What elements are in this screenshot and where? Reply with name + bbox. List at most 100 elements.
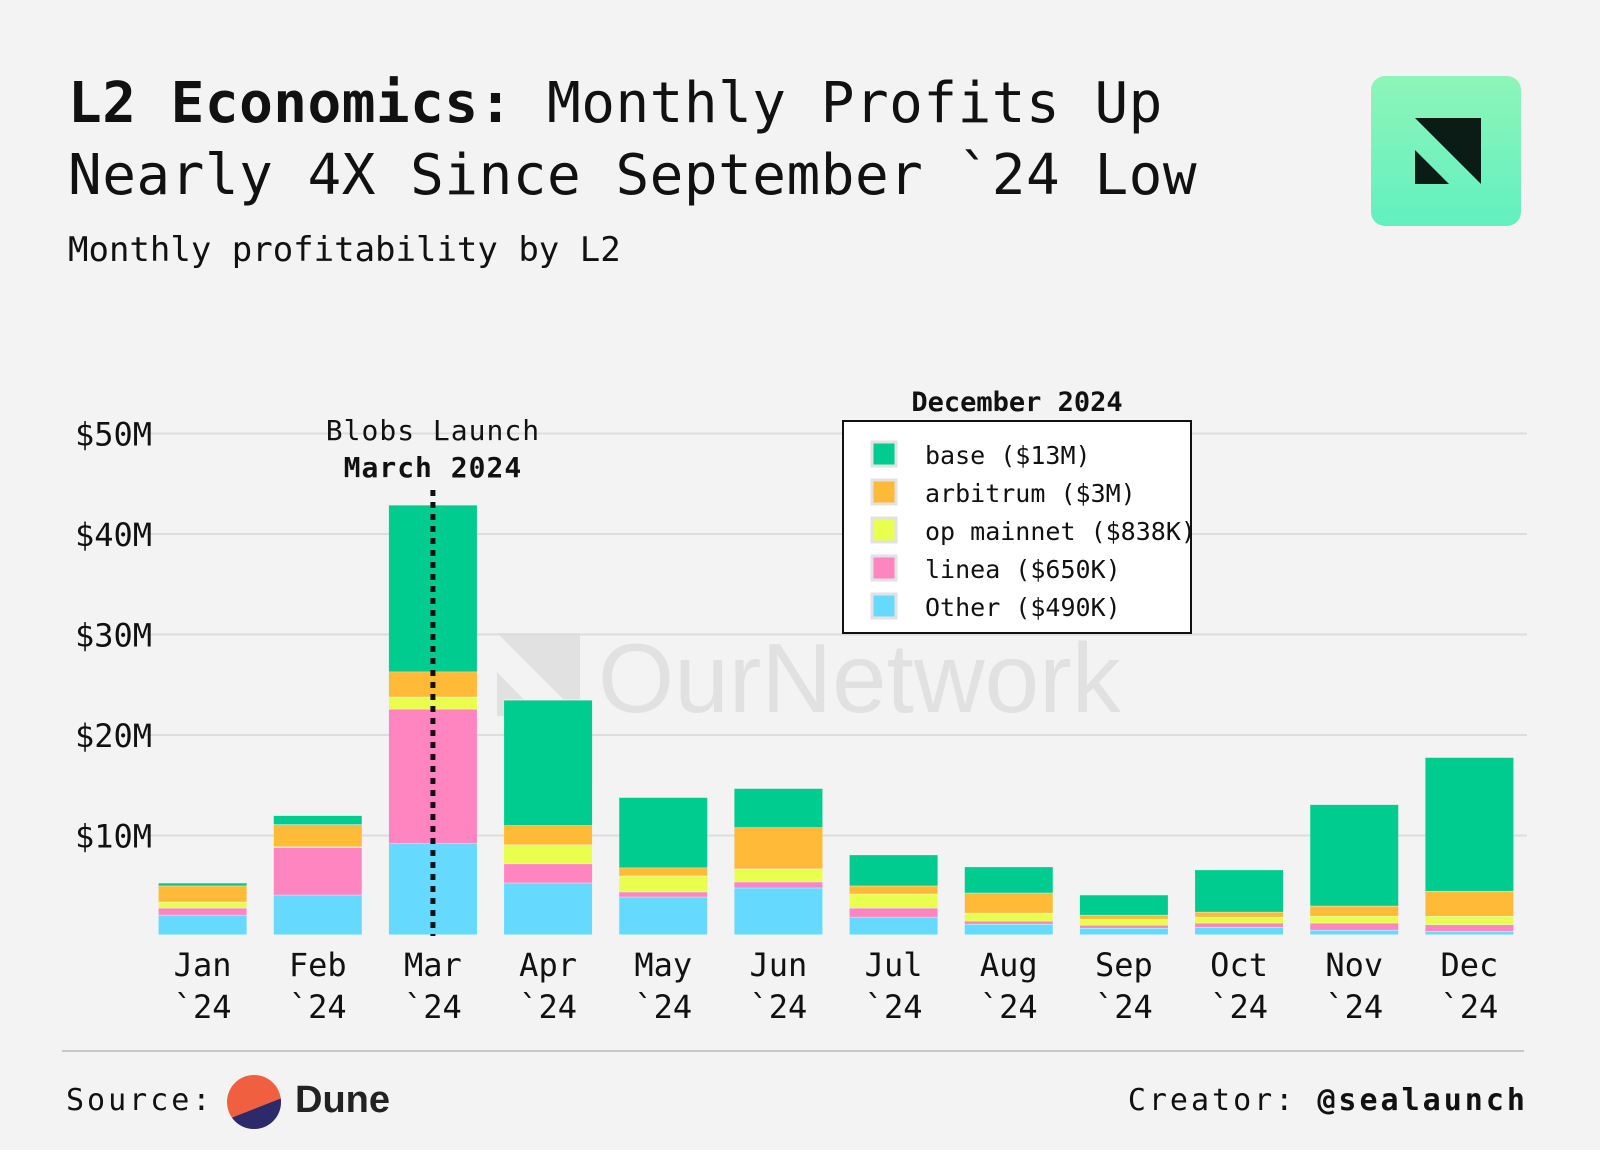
bar-segment-op-mainnet xyxy=(619,875,708,892)
bar-segment-op-mainnet xyxy=(1079,918,1168,925)
x-tick-label-month: Feb xyxy=(289,946,347,984)
x-tick-label-month: Jan xyxy=(174,946,232,984)
x-tick-label-year: `24 xyxy=(404,988,462,1026)
creator-handle: @sealaunch xyxy=(1317,1083,1528,1118)
bar-segment-base xyxy=(1425,757,1514,891)
bar-segment-arbitrum xyxy=(619,867,708,876)
page-title: L2 Economics: Monthly Profits Up Nearly … xyxy=(68,68,1288,212)
bar-segment-arbitrum xyxy=(273,824,362,847)
bar-segment-linea xyxy=(734,881,823,888)
bar-segment-arbitrum xyxy=(1425,890,1514,917)
x-tick-label-month: Aug xyxy=(980,946,1038,984)
bar-segment-base xyxy=(734,788,823,828)
bar-segment-linea xyxy=(849,907,938,917)
bar-segment-other xyxy=(734,887,823,936)
bar-segment-base xyxy=(619,797,708,868)
bar-segment-op-mainnet xyxy=(158,901,247,908)
title-rest: Monthly Profits Up Nearly 4X Since Septe… xyxy=(68,71,1198,208)
ournetwork-logo-icon xyxy=(1371,76,1521,226)
y-tick-label: $30M xyxy=(75,617,152,655)
bar-segment-linea xyxy=(158,907,247,915)
legend-entry-label: op mainnet ($838K) xyxy=(925,517,1196,546)
bar-segment-other xyxy=(273,894,362,936)
legend-swatch xyxy=(870,516,898,544)
legend-swatch xyxy=(870,554,898,582)
bar-segment-base xyxy=(273,815,362,825)
source-label: Source: xyxy=(66,1083,214,1118)
x-tick-label-month: Nov xyxy=(1325,946,1383,984)
bar-segment-op-mainnet xyxy=(734,868,823,882)
bar-segment-other xyxy=(1195,926,1284,936)
bar-segment-arbitrum xyxy=(504,825,593,845)
legend-box xyxy=(842,420,1192,634)
bar-segment-arbitrum xyxy=(734,827,823,869)
x-tick-label-year: `24 xyxy=(1095,988,1153,1026)
stacked-bar-chart: OurNetwork $10M $20M $30M $40M $50M Jan `24 Feb `… xyxy=(75,387,1527,1026)
x-tick-label-year: `24 xyxy=(1441,988,1499,1026)
legend-entry-label: arbitrum ($3M) xyxy=(925,479,1136,508)
bar-segment-op-mainnet xyxy=(849,893,938,908)
bar-segment-arbitrum xyxy=(1079,914,1168,919)
bar-segment-arbitrum xyxy=(1310,905,1399,916)
legend-entry-label: linea ($650K) xyxy=(925,555,1121,584)
annotation-label-event: Blobs Launch xyxy=(326,414,540,447)
legend-swatch xyxy=(870,440,898,468)
bar-segment-other xyxy=(1310,929,1399,936)
legend-entry-label: base ($13M) xyxy=(925,441,1091,470)
dune-logo-icon xyxy=(227,1075,281,1129)
x-tick-label-year: `24 xyxy=(750,988,808,1026)
bar-segment-base xyxy=(1195,869,1284,912)
source-name: Dune xyxy=(295,1079,390,1121)
bar-segment-op-mainnet xyxy=(1425,916,1514,925)
bar-segment-op-mainnet xyxy=(1195,916,1284,923)
bar-segment-base xyxy=(964,866,1053,893)
bar-segment-linea xyxy=(1079,924,1168,928)
legend-swatch xyxy=(870,592,898,620)
x-tick-label-month: Mar xyxy=(404,946,462,984)
x-tick-label-year: `24 xyxy=(289,988,347,1026)
bar-segment-op-mainnet xyxy=(273,846,362,848)
bar-segment-other xyxy=(1079,927,1168,936)
bar-segment-linea xyxy=(273,847,362,895)
bar-segment-linea xyxy=(1310,922,1399,930)
bar-segment-other xyxy=(158,914,247,936)
x-tick-label-month: Jul xyxy=(865,946,923,984)
x-tick-label-month: Sep xyxy=(1095,946,1153,984)
bar-segment-op-mainnet xyxy=(1310,915,1399,923)
x-tick-label-month: Apr xyxy=(519,946,577,984)
annotation-label-date: March 2024 xyxy=(344,451,523,484)
legend-title: December 2024 xyxy=(911,387,1122,418)
x-tick-label-month: Jun xyxy=(750,946,808,984)
bar-segment-other xyxy=(964,923,1053,936)
watermark-text: OurNetwork xyxy=(598,623,1122,733)
bar-segment-linea xyxy=(1425,924,1514,932)
bar-segment-base xyxy=(1310,804,1399,906)
footer-divider xyxy=(62,1050,1524,1052)
bar-segment-linea xyxy=(1195,922,1284,927)
creator-label: Creator: xyxy=(1127,1083,1297,1118)
x-tick-label-month: Dec xyxy=(1441,946,1499,984)
y-tick-label: $10M xyxy=(75,818,152,856)
bar-segment-base xyxy=(849,854,938,886)
watermark: OurNetwork xyxy=(497,623,1122,733)
bar-segment-arbitrum xyxy=(849,885,938,894)
x-tick-label-month: Oct xyxy=(1210,946,1268,984)
y-tick-label: $50M xyxy=(75,416,152,454)
bar-segment-other xyxy=(1425,931,1514,936)
y-tick-label: $40M xyxy=(75,516,152,554)
legend-swatch xyxy=(870,478,898,506)
title-bold: L2 Economics: xyxy=(68,71,513,136)
creator-credit: Creator: @sealaunch xyxy=(1128,1084,1528,1118)
bar-segment-linea xyxy=(619,891,708,897)
x-tick-label-year: `24 xyxy=(980,988,1038,1026)
x-tick-label-year: `24 xyxy=(519,988,577,1026)
bar-segment-op-mainnet xyxy=(388,696,477,709)
bar-segment-op-mainnet xyxy=(504,844,593,864)
x-tick-label-year: `24 xyxy=(865,988,923,1026)
bar-segment-arbitrum xyxy=(964,892,1053,913)
bar-segment-op-mainnet xyxy=(964,912,1053,921)
bar-segment-arbitrum xyxy=(158,885,247,902)
x-tick-label-year: `24 xyxy=(634,988,692,1026)
x-tick-label-year: `24 xyxy=(1210,988,1268,1026)
bar-segment-other xyxy=(619,896,708,936)
